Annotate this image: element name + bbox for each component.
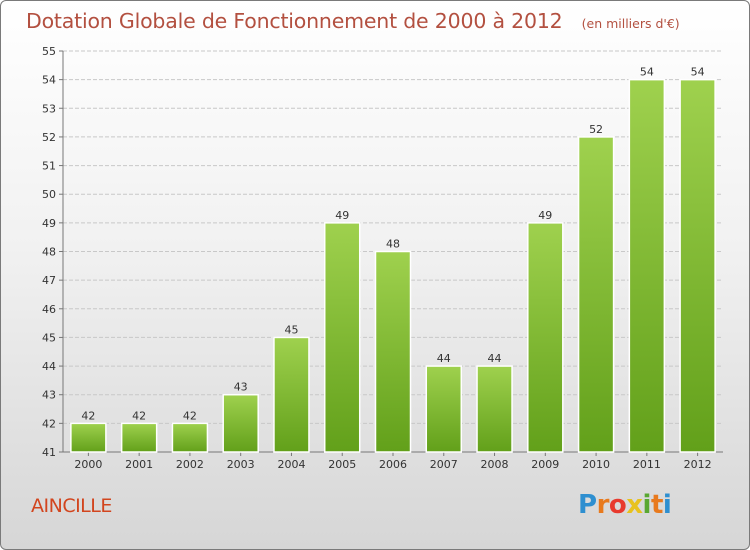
x-tick-label: 2005 [328, 458, 356, 471]
data-label: 44 [437, 352, 451, 365]
data-label: 49 [538, 209, 552, 222]
y-tick-label: 42 [42, 417, 56, 430]
bar [171, 422, 209, 453]
logo-letter: x [626, 490, 643, 520]
x-tick-label: 2010 [582, 458, 610, 471]
x-tick-label: 2011 [633, 458, 661, 471]
data-label: 43 [234, 381, 248, 394]
y-tick-label: 47 [42, 274, 56, 287]
y-tick-label: 44 [42, 360, 56, 373]
y-tick-label: 43 [42, 389, 56, 402]
logo-letter: i [662, 490, 672, 520]
unit-note: (en milliers d'€) [581, 16, 680, 31]
logo-letter: r [596, 490, 610, 520]
y-tick-label: 52 [42, 131, 56, 144]
logo-letter: o [608, 490, 627, 520]
title-row: Dotation Globale de Fonctionnement de 20… [26, 9, 680, 33]
bar [323, 222, 361, 453]
bar [628, 78, 666, 453]
x-tick-label: 2000 [74, 458, 102, 471]
bar [222, 393, 259, 453]
data-label: 54 [691, 66, 705, 79]
data-label: 44 [488, 352, 502, 365]
bars [70, 78, 716, 453]
bar [577, 136, 615, 453]
data-label: 52 [589, 123, 603, 136]
commune-name: AINCILLE [31, 495, 112, 517]
x-tick-label: 2012 [684, 458, 712, 471]
logo-letter: i [642, 490, 652, 520]
logo-letter: t [650, 490, 663, 520]
bar [527, 222, 564, 453]
y-tick-label: 51 [42, 160, 56, 173]
y-tick-label: 49 [42, 217, 56, 230]
y-tick-label: 45 [42, 331, 56, 344]
x-tick-label: 2003 [227, 458, 255, 471]
bar [425, 365, 463, 453]
data-label: 54 [640, 66, 654, 79]
bar [120, 422, 158, 453]
logo-letter: P [578, 490, 597, 520]
y-tick-label: 48 [42, 246, 56, 259]
data-label: 45 [284, 323, 298, 336]
chart-title: Dotation Globale de Fonctionnement de 20… [26, 9, 563, 33]
x-tick-label: 2002 [176, 458, 204, 471]
x-tick-label: 2008 [481, 458, 509, 471]
y-tick-label: 41 [42, 446, 56, 459]
bar [476, 365, 513, 453]
x-tick-label: 2009 [531, 458, 559, 471]
x-tick-label: 2001 [125, 458, 153, 471]
x-tick-label: 2007 [430, 458, 458, 471]
data-label: 42 [81, 409, 95, 422]
bar [679, 78, 716, 453]
y-tick-label: 50 [42, 188, 56, 201]
bar [374, 250, 412, 453]
x-tick-label: 2004 [277, 458, 305, 471]
y-tick-label: 46 [42, 303, 56, 316]
labels: 41 42 43 44 45 46 47 48 49 50 51 52 53 54 55 42 2000 42 20… [42, 45, 712, 471]
data-label: 48 [386, 238, 400, 251]
bar [70, 422, 107, 453]
bar [273, 336, 310, 453]
y-tick-label: 55 [42, 45, 56, 58]
y-tick-label: 54 [42, 74, 56, 87]
data-label: 49 [335, 209, 349, 222]
x-tick-label: 2006 [379, 458, 407, 471]
y-tick-label: 53 [42, 102, 56, 115]
data-label: 42 [183, 409, 197, 422]
data-label: 42 [132, 409, 146, 422]
proxiti-logo: Proxiti [578, 490, 672, 520]
